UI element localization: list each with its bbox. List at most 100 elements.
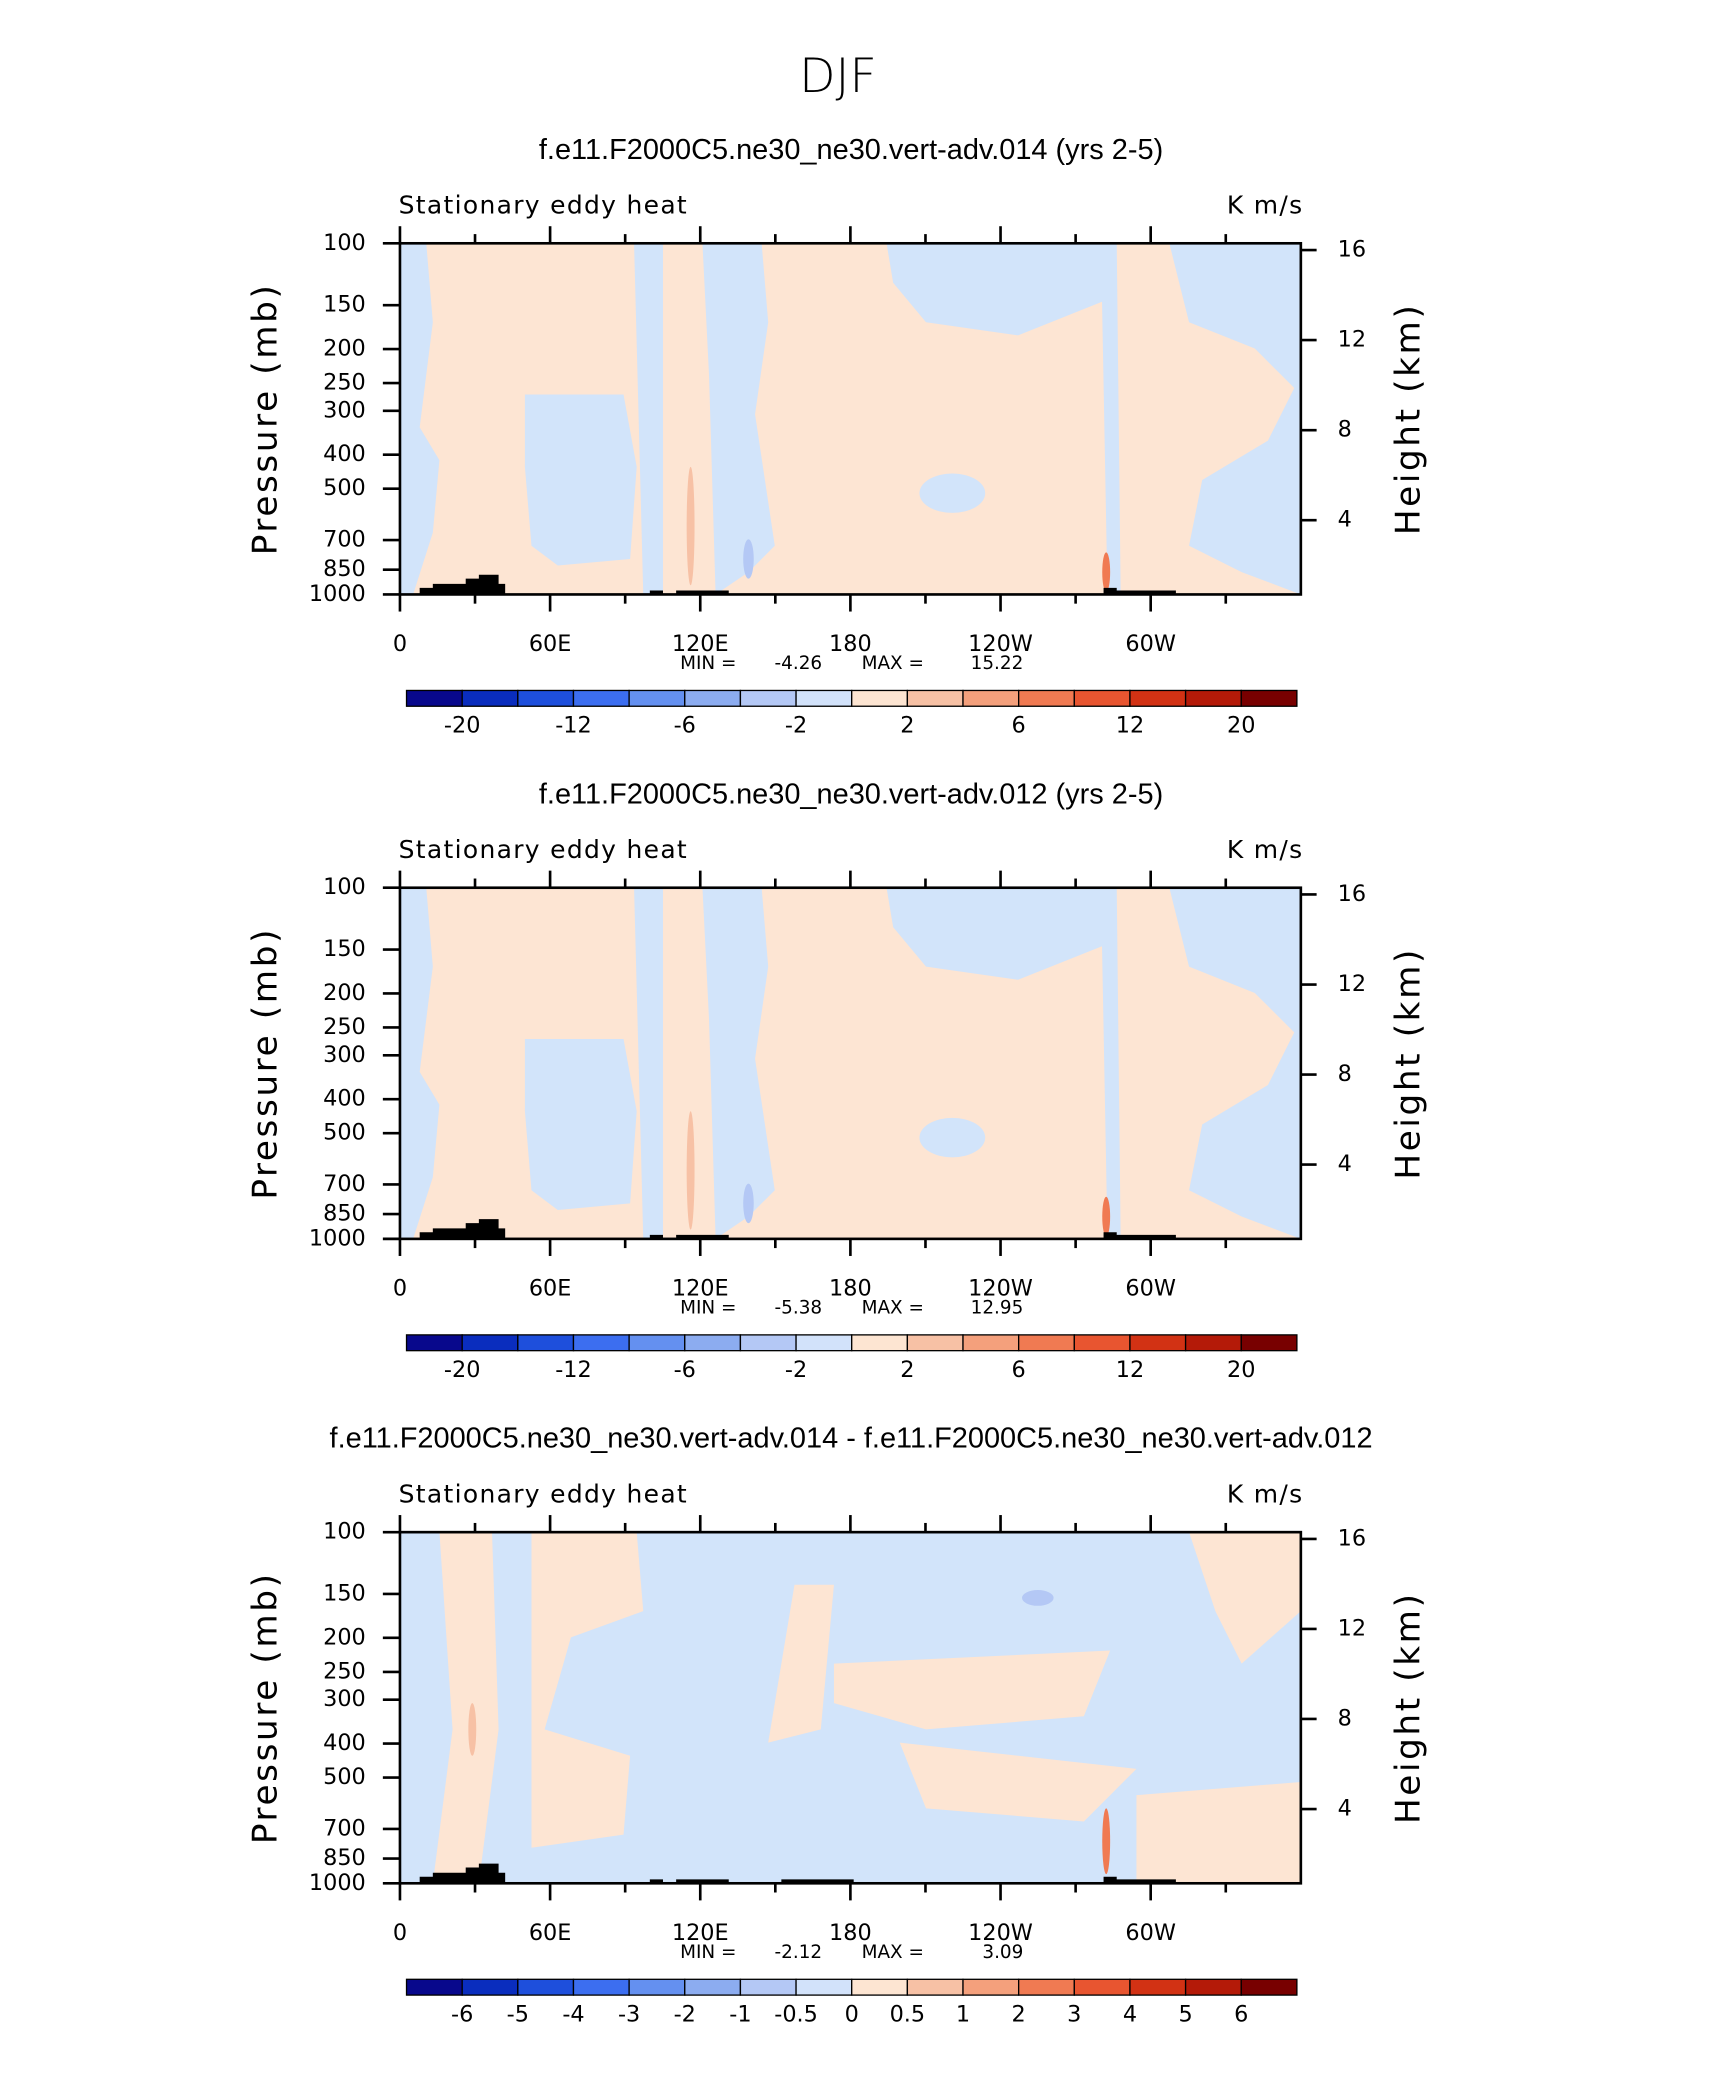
colorbar-label: -2 (674, 2001, 696, 2027)
panel: f.e11.F2000C5.ne30_ne30.vert-adv.014 - f… (246, 1423, 1429, 2028)
colorbar-box (795, 1978, 853, 1996)
y-tick-label: 500 (323, 1764, 366, 1790)
max-label: MAX = (862, 1298, 924, 1319)
colorbar-label: 4 (1123, 2001, 1137, 2027)
colorbar-label: -5 (507, 2001, 529, 2027)
panel-title: f.e11.F2000C5.ne30_ne30.vert-adv.014 - f… (330, 1423, 1373, 1455)
panel: f.e11.F2000C5.ne30_ne30.vert-adv.012 (yr… (246, 778, 1429, 1383)
right-label: K m/s (1227, 190, 1304, 219)
y2-tick-label: 4 (1338, 1796, 1352, 1822)
colorbar-box (684, 689, 742, 707)
y2-tick-label: 16 (1338, 1525, 1366, 1551)
colorbar-box (405, 1978, 463, 1996)
y-tick-label: 400 (323, 441, 366, 467)
x-tick-label: 60E (529, 631, 572, 657)
colorbar-box (1129, 689, 1187, 707)
colorbar-box (1240, 1978, 1298, 1996)
colorbar-box (1184, 689, 1242, 707)
x-tick-label: 60W (1125, 631, 1176, 657)
x-tick-label: 60E (529, 1275, 572, 1301)
colorbar-label: 12 (1116, 1357, 1144, 1383)
colorbar-box (739, 689, 797, 707)
colorbar-box (906, 1334, 964, 1352)
colorbar-label: 2 (1012, 2001, 1026, 2027)
figure-title: DJF (799, 49, 877, 104)
y-tick-label: 100 (323, 1519, 366, 1545)
y-tick-label: 1000 (309, 1225, 366, 1251)
max-value: 15.22 (971, 653, 1024, 674)
max-value: 12.95 (971, 1298, 1024, 1319)
colorbar-box (461, 1978, 519, 1996)
colorbar-box (517, 1334, 575, 1352)
colorbar-box (739, 1978, 797, 1996)
colorbar-box (517, 689, 575, 707)
colorbar-label: 0 (845, 2001, 859, 2027)
colorbar-box (1073, 1334, 1131, 1352)
min-value: -2.12 (774, 1942, 822, 1963)
y-tick-label: 200 (323, 1624, 366, 1650)
min-label: MIN = (680, 653, 736, 674)
colorbar-label: 6 (1012, 1357, 1026, 1383)
y2-tick-label: 12 (1338, 1615, 1366, 1641)
colorbar-label: 0.5 (890, 2001, 926, 2027)
colorbar-box (739, 1334, 797, 1352)
colorbar-box (851, 1334, 909, 1352)
colorbar-box (795, 689, 853, 707)
x-tick-label: 180 (829, 1920, 872, 1946)
colorbar-label: 3 (1067, 2001, 1081, 2027)
colorbar-box (517, 1978, 575, 1996)
colorbar-label: 20 (1227, 712, 1255, 738)
colorbar-label: -12 (555, 712, 592, 738)
colorbar-label: 12 (1116, 712, 1144, 738)
y-tick-label: 250 (323, 1658, 366, 1684)
min-value: -4.26 (774, 653, 822, 674)
y-tick-label: 700 (323, 1815, 366, 1841)
panel-title: f.e11.F2000C5.ne30_ne30.vert-adv.014 (yr… (539, 134, 1163, 166)
colorbar-label: -6 (674, 1357, 696, 1383)
colorbar-label: -6 (451, 2001, 473, 2027)
colorbar-label: -20 (444, 712, 481, 738)
colorbar-box (851, 689, 909, 707)
colorbar-box (906, 689, 964, 707)
colorbar-box (628, 1334, 686, 1352)
y-tick-label: 200 (323, 336, 366, 362)
y2-tick-label: 12 (1338, 327, 1366, 353)
colorbar-box (628, 689, 686, 707)
y-tick-label: 150 (323, 292, 366, 318)
left-label: Stationary eddy heat (399, 835, 688, 864)
colorbar-box (628, 1978, 686, 1996)
colorbar-box (962, 1978, 1020, 1996)
left-label: Stationary eddy heat (399, 1479, 688, 1508)
colorbar-box (1073, 1978, 1131, 1996)
colorbar-box (405, 1334, 463, 1352)
x-tick-label: 120E (672, 631, 729, 657)
y2-axis-label: Height (km) (1388, 1591, 1428, 1824)
colorbar-box (906, 1978, 964, 1996)
colorbar-box (1017, 1978, 1075, 1996)
colorbar-box (461, 689, 519, 707)
colorbar-label: -6 (674, 712, 696, 738)
min-label: MIN = (680, 1298, 736, 1319)
colorbar-label: 2 (900, 1357, 914, 1383)
y-tick-label: 300 (323, 1042, 366, 1068)
y-tick-label: 200 (323, 980, 366, 1006)
colorbar-label: -12 (555, 1357, 592, 1383)
y2-tick-label: 8 (1338, 1061, 1352, 1087)
x-tick-label: 180 (829, 631, 872, 657)
y-tick-label: 500 (323, 475, 366, 501)
y-tick-label: 300 (323, 1686, 366, 1712)
colorbar-label: 6 (1012, 712, 1026, 738)
colorbar-box (1073, 689, 1131, 707)
colorbar-box (572, 1978, 630, 1996)
colorbar-box (1240, 1334, 1298, 1352)
y2-tick-label: 4 (1338, 507, 1352, 533)
colorbar-label: -2 (785, 712, 807, 738)
y2-tick-label: 16 (1338, 881, 1366, 907)
y-tick-label: 1000 (309, 1870, 366, 1896)
max-label: MAX = (862, 653, 924, 674)
colorbar-label: -20 (444, 1357, 481, 1383)
y-tick-label: 700 (323, 527, 366, 553)
colorbar-box (1129, 1334, 1187, 1352)
y-tick-label: 100 (323, 874, 366, 900)
y2-tick-label: 8 (1338, 417, 1352, 443)
